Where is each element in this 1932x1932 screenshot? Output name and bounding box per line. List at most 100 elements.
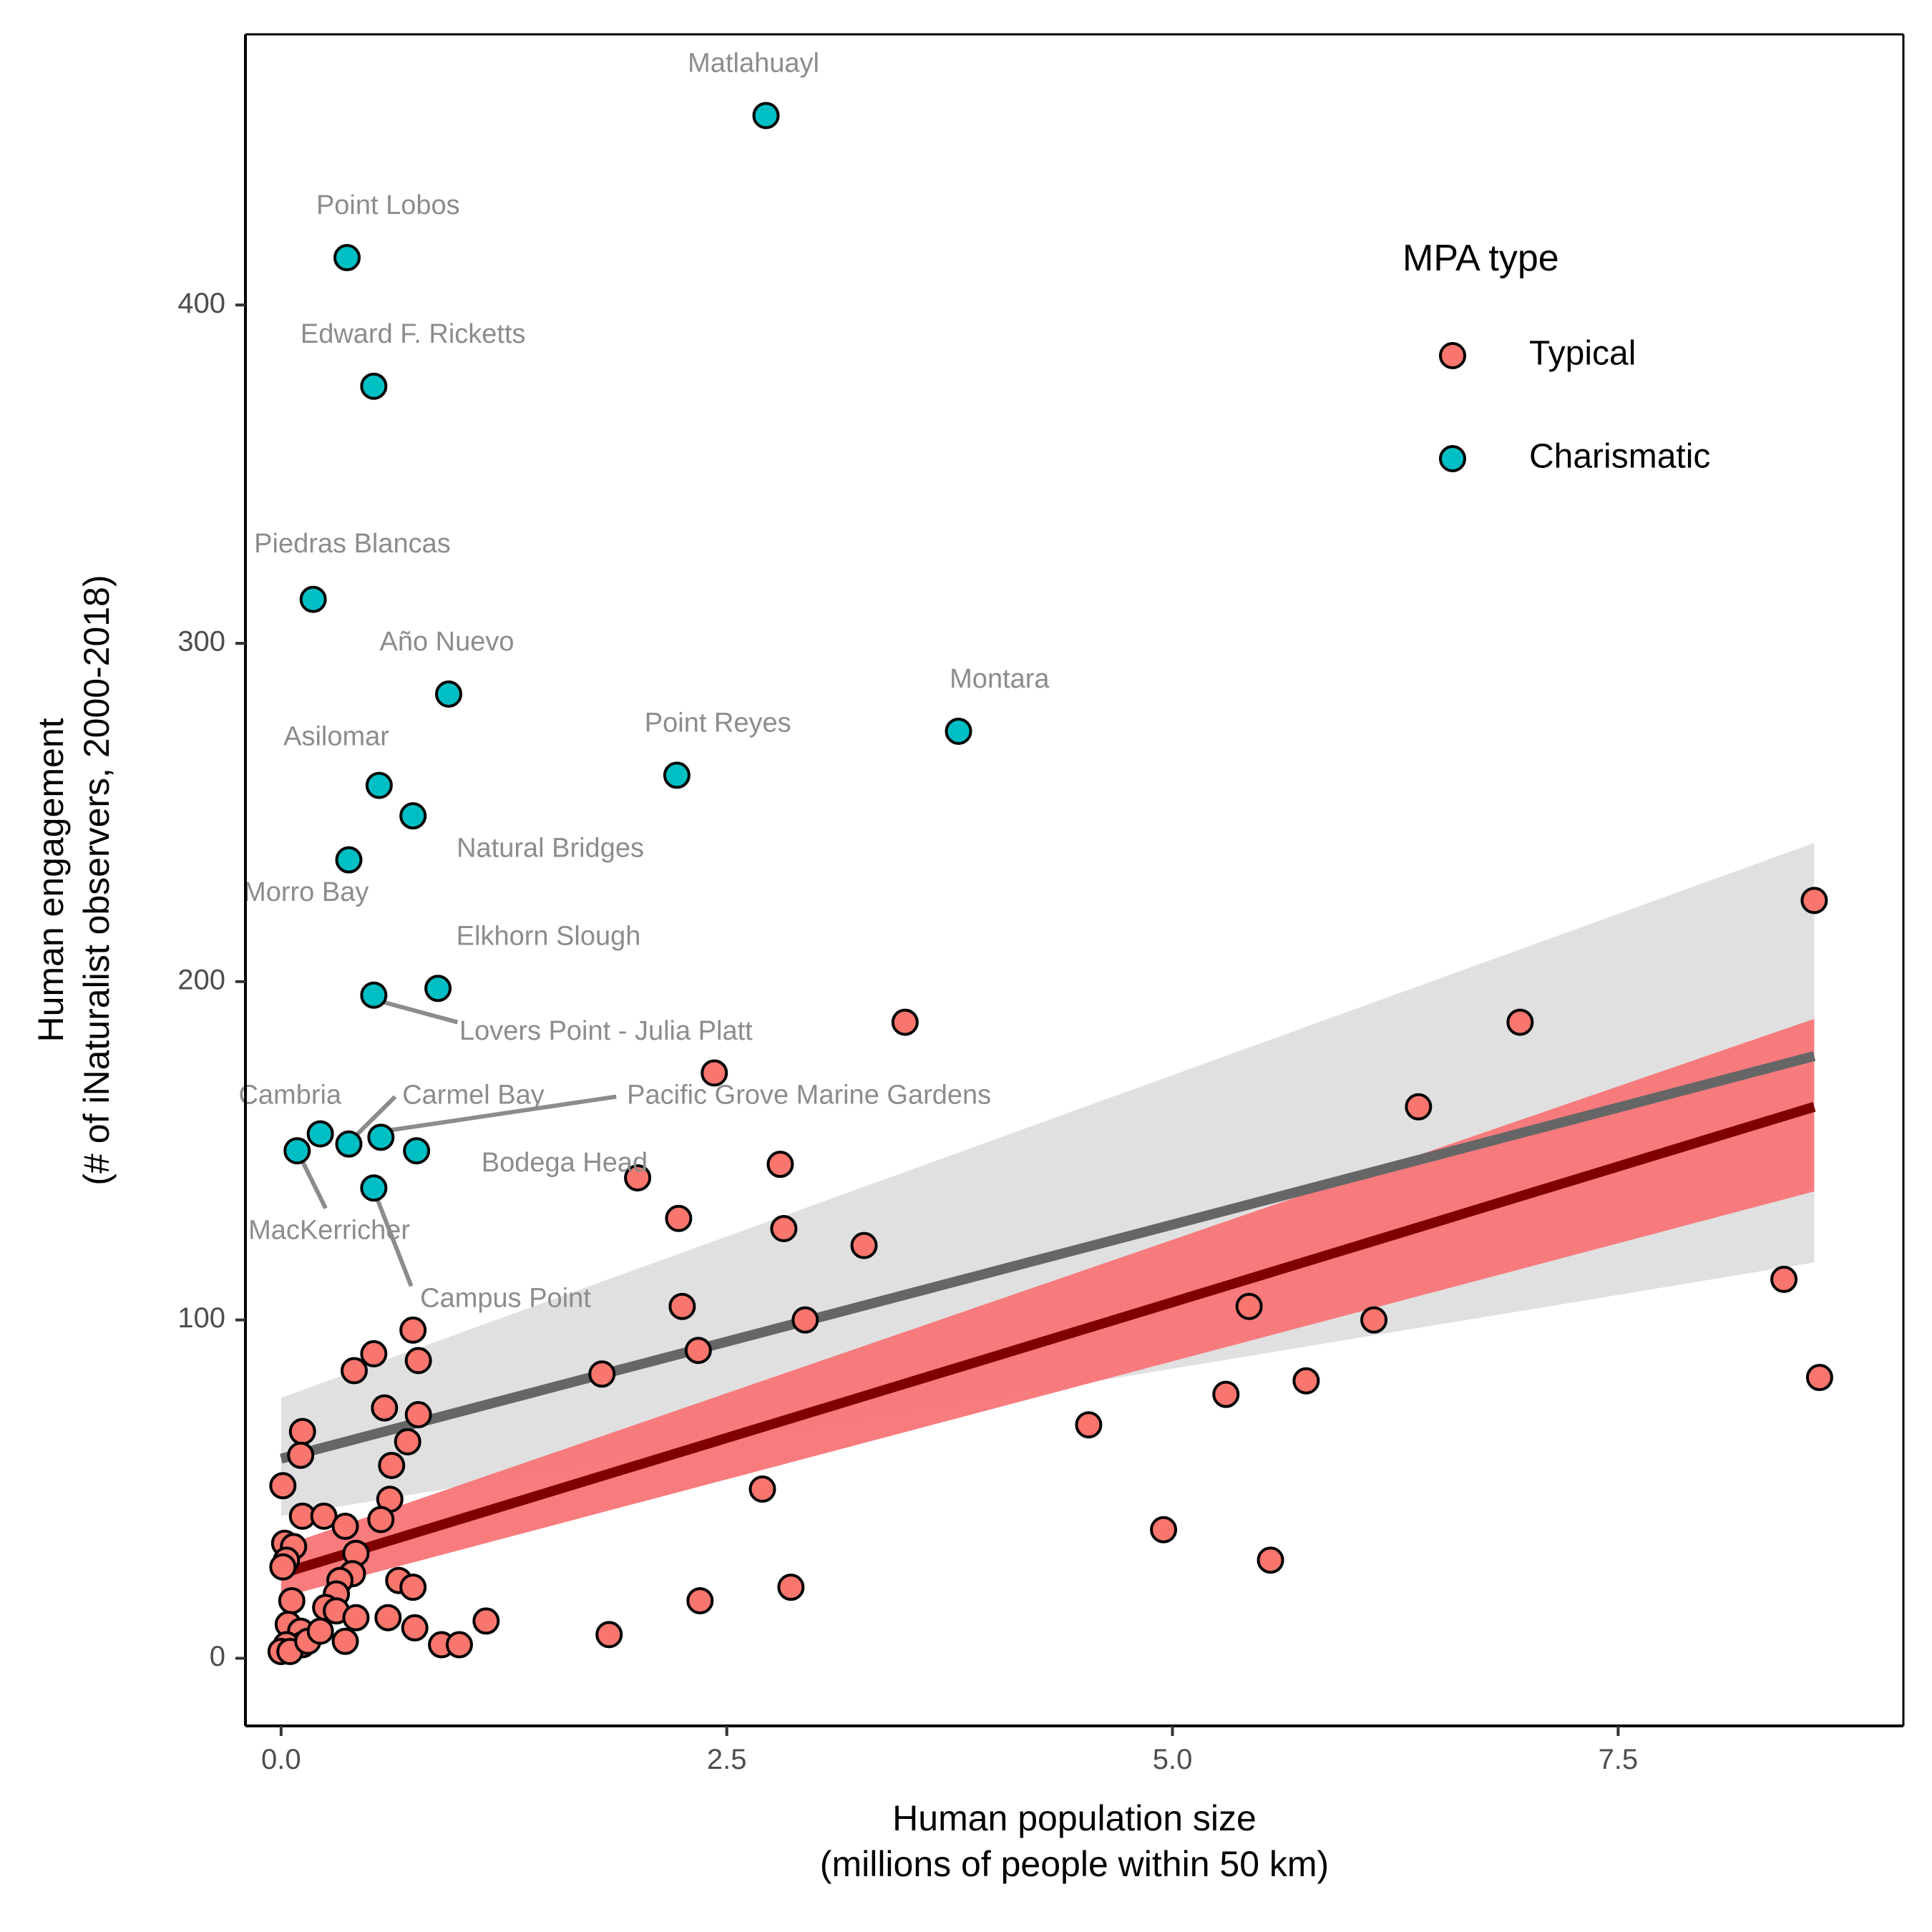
point-typical bbox=[1800, 887, 1828, 914]
site-label: Piedras Blancas bbox=[254, 529, 451, 559]
point-typical bbox=[684, 1337, 712, 1365]
point-typical bbox=[401, 1614, 429, 1641]
point-typical bbox=[777, 1574, 805, 1601]
point-charismatic bbox=[752, 102, 780, 130]
point-typical bbox=[1360, 1306, 1388, 1334]
site-label: Año Nuevo bbox=[380, 627, 514, 657]
point-typical bbox=[367, 1506, 395, 1533]
y-tick-label: 0 bbox=[210, 1641, 225, 1672]
point-typical bbox=[331, 1513, 359, 1541]
point-typical bbox=[1405, 1093, 1433, 1121]
point-typical bbox=[770, 1214, 798, 1242]
x-axis-title: Human population size bbox=[892, 1798, 1257, 1838]
axes: 0.0 2.5 5.0 7.5 0 100 200 300 400 Human populatio… bbox=[31, 33, 1905, 1884]
site-label: Campus Point bbox=[420, 1283, 591, 1313]
point-typical bbox=[404, 1347, 432, 1375]
y-tick-label: 100 bbox=[177, 1302, 225, 1334]
site-label: Carmel Bay bbox=[402, 1080, 545, 1111]
site-label: Cambria bbox=[238, 1080, 341, 1111]
point-typical bbox=[1075, 1411, 1103, 1439]
data-points bbox=[267, 102, 1833, 1665]
point-charismatic bbox=[367, 1123, 395, 1151]
point-typical bbox=[399, 1574, 427, 1601]
site-label: Morro Bay bbox=[243, 877, 369, 907]
regression-line-typical bbox=[279, 1102, 1816, 1579]
point-charismatic bbox=[399, 802, 427, 830]
point-typical bbox=[791, 1306, 819, 1334]
point-typical bbox=[269, 1553, 297, 1581]
legend-key-charismatic bbox=[1439, 445, 1466, 472]
site-label: Bodega Head bbox=[482, 1148, 648, 1178]
point-charismatic bbox=[424, 975, 452, 1002]
point-charismatic bbox=[435, 680, 463, 708]
leader-line bbox=[374, 1194, 414, 1287]
site-label: Lovers Point - Julia Platt bbox=[459, 1016, 753, 1046]
site-label: Natural Bridges bbox=[457, 833, 644, 863]
legend-key-typical bbox=[1439, 342, 1466, 369]
point-typical bbox=[1257, 1546, 1284, 1574]
point-typical bbox=[278, 1587, 306, 1615]
point-typical bbox=[1150, 1516, 1178, 1543]
point-typical bbox=[472, 1607, 500, 1635]
y-axis-subtitle: (# of iNaturalist observers, 2000-2018) bbox=[77, 575, 117, 1185]
point-typical bbox=[1805, 1364, 1833, 1392]
x-tick-label: 5.0 bbox=[1153, 1744, 1193, 1775]
point-typical bbox=[360, 1340, 388, 1367]
point-charismatic bbox=[283, 1137, 311, 1165]
site-label: Asilomar bbox=[283, 721, 389, 751]
point-typical bbox=[378, 1451, 406, 1479]
point-typical bbox=[288, 1418, 316, 1445]
site-label: Edward F. Ricketts bbox=[301, 319, 526, 349]
leader-line bbox=[297, 1153, 328, 1209]
point-charismatic bbox=[306, 1120, 334, 1148]
site-label: Pacific Grove Marine Gardens bbox=[627, 1080, 991, 1111]
confidence-band-all bbox=[280, 842, 1815, 1516]
point-typical bbox=[748, 1475, 776, 1503]
x-tick-label: 7.5 bbox=[1599, 1744, 1639, 1775]
point-typical bbox=[1506, 1008, 1534, 1036]
point-typical bbox=[624, 1164, 652, 1192]
point-typical bbox=[342, 1604, 370, 1631]
point-charismatic bbox=[663, 761, 691, 789]
regression-lines bbox=[279, 1051, 1816, 1579]
x-axis-subtitle: (millions of people within 50 km) bbox=[820, 1844, 1329, 1884]
point-typical bbox=[340, 1357, 368, 1385]
point-typical bbox=[374, 1604, 402, 1631]
site-label: Montara bbox=[950, 664, 1050, 694]
legend-title: MPA type bbox=[1402, 238, 1559, 279]
point-typical bbox=[850, 1231, 878, 1259]
point-typical bbox=[306, 1617, 334, 1645]
point-typical bbox=[686, 1587, 714, 1615]
site-label: Point Reyes bbox=[645, 708, 791, 738]
point-typical bbox=[1235, 1292, 1263, 1320]
point-charismatic bbox=[335, 1130, 363, 1158]
point-typical bbox=[404, 1401, 432, 1429]
point-typical bbox=[1292, 1367, 1320, 1395]
point-typical bbox=[1212, 1380, 1240, 1408]
site-label: Matlahuayl bbox=[688, 49, 819, 79]
leader-line bbox=[382, 1000, 459, 1025]
point-charismatic bbox=[945, 717, 972, 745]
site-label: MacKerricher bbox=[248, 1216, 410, 1246]
point-charismatic bbox=[360, 1174, 388, 1202]
point-charismatic bbox=[333, 244, 361, 272]
label-leader-lines bbox=[297, 1000, 617, 1287]
y-tick-label: 200 bbox=[177, 964, 225, 995]
point-charismatic bbox=[360, 981, 388, 1009]
point-typical bbox=[287, 1441, 315, 1469]
y-axis-title: Human engagement bbox=[31, 718, 71, 1042]
point-typical bbox=[1770, 1265, 1798, 1293]
legend-label-typical: Typical bbox=[1529, 335, 1636, 373]
site-labels: Matlahuayl Point Lobos Edward F. Ricketts P… bbox=[238, 49, 1050, 1314]
site-label: Point Lobos bbox=[316, 190, 460, 220]
point-typical bbox=[701, 1059, 728, 1087]
point-typical bbox=[399, 1316, 427, 1344]
point-typical bbox=[665, 1204, 693, 1232]
point-typical bbox=[766, 1151, 794, 1179]
point-charismatic bbox=[299, 585, 327, 613]
leader-line bbox=[352, 1095, 397, 1139]
point-typical bbox=[445, 1631, 473, 1659]
point-typical bbox=[595, 1621, 623, 1649]
y-tick-label: 400 bbox=[177, 288, 225, 319]
